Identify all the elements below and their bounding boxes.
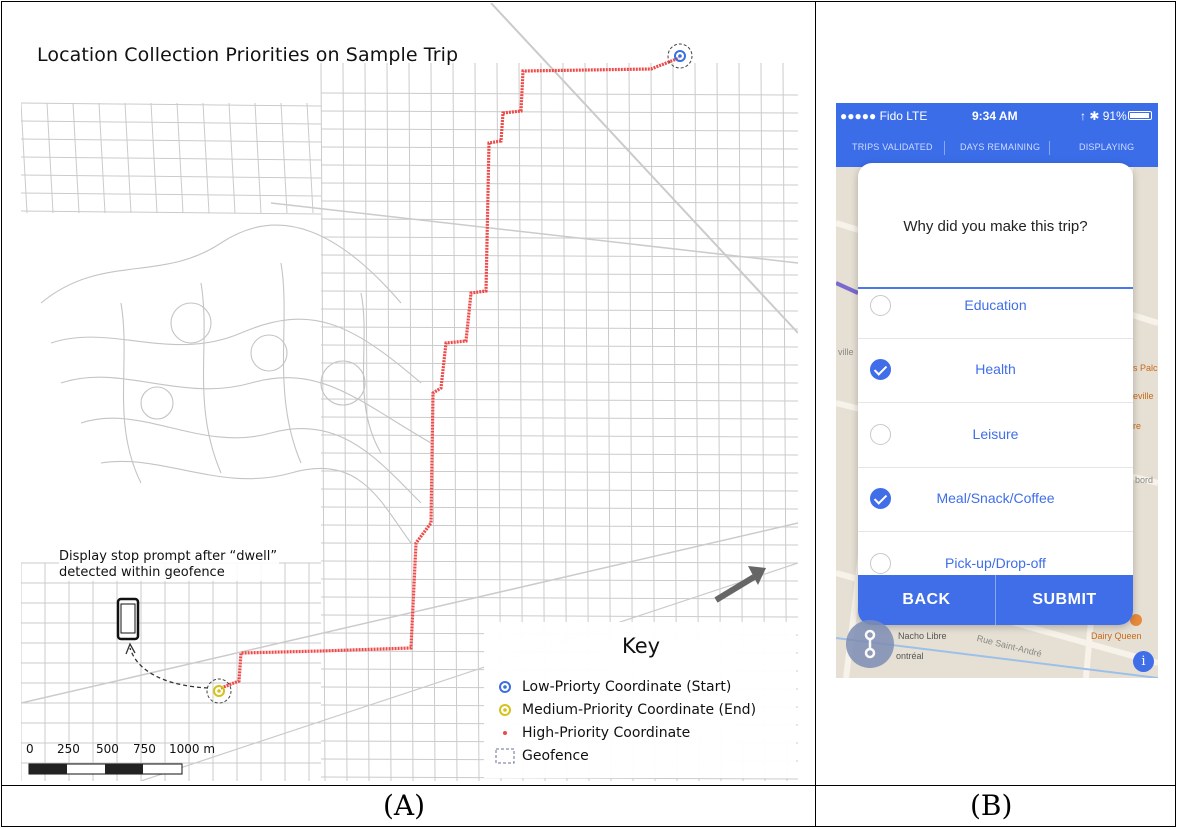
caption-b: (B) <box>970 789 1013 822</box>
scale-label: 1000 m <box>169 742 216 756</box>
map-label: Nacho Libre <box>898 631 947 641</box>
submit-button[interactable]: SUBMIT <box>996 575 1133 625</box>
option-leisure[interactable]: Leisure <box>858 403 1133 468</box>
map-label: eville <box>1133 391 1154 401</box>
tab-divider <box>1049 141 1050 155</box>
map-label: ontréal <box>896 651 924 661</box>
high-priority-dot-icon <box>495 723 517 743</box>
border-mid <box>1 785 1176 786</box>
phone-screenshot: Nacho Libre Dairy Queen Rue Saint-André … <box>836 103 1158 678</box>
legend-label: High-Priority Coordinate <box>522 725 691 741</box>
map-label: re <box>1133 421 1142 431</box>
legend-item-end: Medium-Priority Coordinate (End) <box>495 700 756 720</box>
legend-box <box>484 622 796 778</box>
legend-label: Medium-Priority Coordinate (End) <box>522 702 757 718</box>
caption-a: (A) <box>383 789 426 822</box>
scale-label: 250 <box>57 742 80 756</box>
border-top <box>1 1 1176 2</box>
stats-tab[interactable]: DISPLAYING <box>1079 142 1135 152</box>
radio-unchecked-icon[interactable] <box>870 295 891 316</box>
legend-item-geofence: Geofence <box>495 746 589 766</box>
stats-tab[interactable]: DAYS REMAINING <box>960 142 1041 152</box>
border-left <box>1 1 2 827</box>
scale-bar <box>28 763 183 775</box>
dialog-question: Why did you make this trip? <box>903 218 1088 235</box>
radio-unchecked-icon[interactable] <box>870 553 891 574</box>
option-education[interactable]: Education <box>858 274 1133 339</box>
map-label: bord <box>1135 475 1154 485</box>
legend-label: Low-Priorty Coordinate (Start) <box>522 679 732 695</box>
legend-title: Key <box>622 634 661 658</box>
option-label: Health <box>975 361 1016 377</box>
legend-item-start: Low-Priorty Coordinate (Start) <box>495 677 731 697</box>
option-label: Education <box>964 297 1027 313</box>
stats-tab[interactable]: TRIPS VALIDATED <box>852 142 933 152</box>
stats-bar: TRIPS VALIDATED DAYS REMAINING DISPLAYIN… <box>836 129 1158 167</box>
radio-unchecked-icon[interactable] <box>870 424 891 445</box>
radio-checked-icon[interactable] <box>870 359 891 380</box>
border-right <box>1175 1 1176 827</box>
legend-item-high: High-Priority Coordinate <box>495 723 690 743</box>
tab-divider <box>944 141 945 155</box>
map-label: ville <box>838 347 854 357</box>
clock-text: 9:34 AM <box>972 109 1018 123</box>
map-title: Location Collection Priorities on Sample… <box>37 44 459 66</box>
border-bottom <box>1 826 1176 827</box>
carrier-text: ●●●●● Fido LTE <box>840 109 928 123</box>
phone-prompt-icon <box>116 597 209 689</box>
battery-text: ↑ ✱ 91% <box>1080 109 1127 123</box>
scale-label: 0 <box>26 742 34 756</box>
option-label: Pick-up/Drop-off <box>945 555 1046 571</box>
back-button[interactable]: BACK <box>858 575 995 625</box>
route-icon <box>864 629 876 659</box>
radio-checked-icon[interactable] <box>870 488 891 509</box>
map-label: s Palc <box>1133 363 1158 373</box>
option-health[interactable]: Health <box>858 338 1133 403</box>
dwell-note: Display stop prompt after “dwell” detect… <box>59 549 279 581</box>
button-divider <box>995 575 996 625</box>
end-marker-icon <box>495 700 517 720</box>
trip-fab-button[interactable] <box>846 620 894 668</box>
map-label: Dairy Queen <box>1091 631 1142 641</box>
question-divider <box>858 287 1133 289</box>
trip-purpose-dialog: Why did you make this trip? Education He… <box>858 163 1133 625</box>
scale-label: 750 <box>133 742 156 756</box>
start-marker-icon <box>495 677 517 697</box>
option-label: Leisure <box>972 426 1019 442</box>
info-icon[interactable]: i <box>1133 651 1154 672</box>
direction-arrow-icon <box>714 566 766 603</box>
status-bar: ●●●●● Fido LTE 9:34 AM ↑ ✱ 91% <box>836 103 1158 129</box>
option-label: Meal/Snack/Coffee <box>936 490 1055 506</box>
dialog-button-bar: BACK SUBMIT <box>858 575 1133 625</box>
scale-label: 500 <box>96 742 119 756</box>
border-divider <box>815 1 816 827</box>
geofence-icon <box>495 746 517 766</box>
legend-label: Geofence <box>522 748 589 764</box>
battery-icon <box>1128 111 1152 120</box>
option-meal[interactable]: Meal/Snack/Coffee <box>858 467 1133 532</box>
